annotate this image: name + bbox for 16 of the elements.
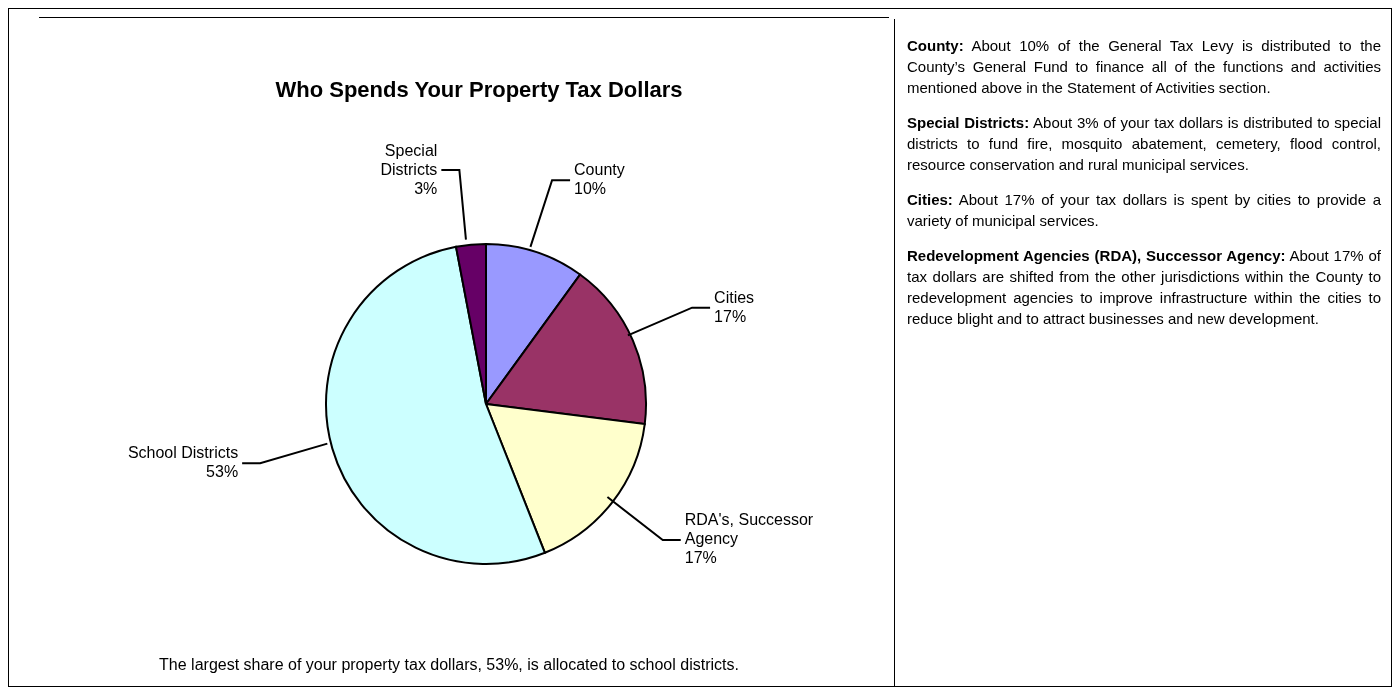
slice-label: School Districts xyxy=(127,444,239,462)
data-label: 53% xyxy=(206,463,239,481)
text: Redevelopment Agencies (RDA), Successor Agency: About 17% of tax dollars are shifted from the other jurisdictions within the County to redevelopment agencies to improve infrastructure within the cities to reduce blight and to attract businesses and new development. xyxy=(907,247,1381,327)
data-label: 17% xyxy=(684,549,717,567)
data-label: 17% xyxy=(714,307,747,325)
chart-title: Who Spends Your Property Tax Dollars xyxy=(275,77,683,102)
slice-label: RDA's, Successor Agency xyxy=(684,511,814,548)
slice-label: Special Districts xyxy=(380,141,438,178)
slice-label: Cities xyxy=(714,288,755,306)
slice-label: County xyxy=(574,161,625,179)
data-label: 10% xyxy=(574,180,607,198)
text: Cities: About 17% of your tax dollars is spent by cities to provide a variety of municipal services. xyxy=(907,191,1381,229)
data-label: 3% xyxy=(414,179,438,197)
text: County: About 10% of the General Tax Levy is distributed to the County’s General Fund to finance all of the functions and activities mentioned above in the Statement of Activities section. xyxy=(907,37,1381,96)
text: The largest share of your property tax dollars, 53%, is allocated to school districts. xyxy=(158,656,740,674)
text: Special Districts: About 3% of your tax dollars is distributed to special districts to fund fire, mosquito abatement, cemetery, flood control, resource conservation and rural municipal services. xyxy=(907,114,1382,173)
